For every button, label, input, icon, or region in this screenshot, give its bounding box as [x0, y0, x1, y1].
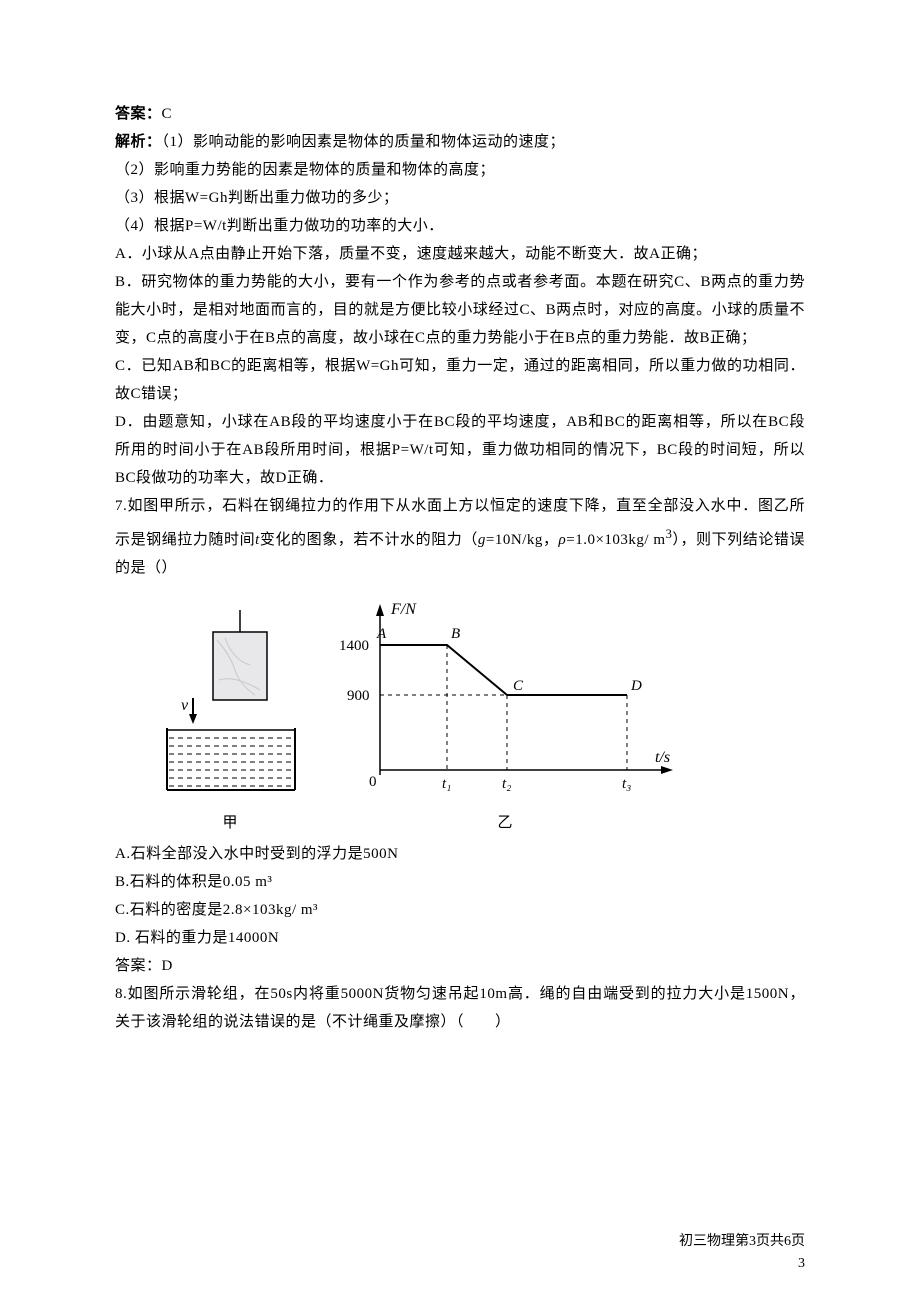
- answer-value: C: [162, 106, 173, 122]
- analysis-intro: （1）影响动能的影响因素是物体的质量和物体运动的速度；: [162, 134, 566, 150]
- figure-left: v 甲: [145, 610, 315, 832]
- point-B: B: [451, 626, 460, 642]
- analysis-line-0: 解析：（1）影响动能的影响因素是物体的质量和物体运动的速度；: [115, 128, 805, 156]
- point-A: A: [376, 626, 387, 642]
- figure-row: v 甲: [145, 600, 805, 832]
- q7-part-b: 变化的图象，若不计水的阻力（: [260, 532, 478, 548]
- point-D: D: [630, 678, 642, 694]
- question-8-text: 8.如图所示滑轮组，在50s内将重5000N货物匀速吊起10m高．绳的自由端受到…: [115, 980, 805, 1036]
- point-C: C: [513, 678, 524, 694]
- x-tick-t2: t₂: [502, 776, 511, 792]
- q7-part-c: =10N/kg，: [486, 532, 559, 548]
- question-7-text: 7.如图甲所示，石料在钢绳拉力的作用下从水面上方以恒定的速度下降，直至全部没入水…: [115, 492, 805, 582]
- q7-option: B.石料的体积是0.05 m³: [115, 868, 805, 896]
- analysis-line: D．由题意知，小球在AB段的平均速度小于在BC段的平均速度，AB和BC的距离相等…: [115, 408, 805, 492]
- x-tick-0: 0: [369, 774, 377, 790]
- chart-svg: F/N t/s 1400 900 0 t₁ t₂ t₃: [325, 600, 685, 800]
- analysis-line: （3）根据W=Gh判断出重力做功的多少；: [115, 184, 805, 212]
- y-tick-1400: 1400: [339, 638, 369, 654]
- x-tick-t3: t₃: [622, 776, 631, 792]
- q7-italic-g: g: [478, 532, 486, 548]
- analysis-label: 解析：: [115, 134, 162, 150]
- page-container: 答案：C 解析：（1）影响动能的影响因素是物体的质量和物体运动的速度； （2）影…: [0, 0, 920, 1302]
- velocity-label: v: [181, 697, 189, 714]
- footer-text: 初三物理第3页共6页: [679, 1232, 805, 1252]
- q7-answer-label: 答案：: [115, 958, 162, 974]
- analysis-line: B．研究物体的重力势能的大小，要有一个作为参考的点或者参考面。本题在研究C、B两…: [115, 268, 805, 352]
- page-number: 3: [798, 1256, 805, 1272]
- analysis-line: A．小球从A点由静止开始下落，质量不变，速度越来越大，动能不断变大．故A正确；: [115, 240, 805, 268]
- y-axis-label: F/N: [390, 601, 417, 618]
- x-axis-label: t/s: [655, 749, 670, 766]
- q7-option: D. 石料的重力是14000N: [115, 924, 805, 952]
- q7-option: A.石料全部没入水中时受到的浮力是500N: [115, 840, 805, 868]
- q7-option: C.石料的密度是2.8×103kg/ m³: [115, 896, 805, 924]
- analysis-line: （2）影响重力势能的因素是物体的质量和物体的高度；: [115, 156, 805, 184]
- q7-answer-line: 答案：D: [115, 952, 805, 980]
- fig-right-caption: 乙: [325, 811, 685, 832]
- answer-label: 答案：: [115, 106, 162, 122]
- analysis-line: （4）根据P=W/t判断出重力做功的功率的大小．: [115, 212, 805, 240]
- analysis-line: C．已知AB和BC的距离相等，根据W=Gh可知，重力一定，通过的距离相同，所以重…: [115, 352, 805, 408]
- y-tick-900: 900: [347, 688, 370, 704]
- q7-answer-value: D: [162, 958, 173, 974]
- diagram-left-svg: v: [155, 610, 305, 800]
- q7-part-d: =1.0×103kg/ m: [566, 532, 665, 548]
- answer-line: 答案：C: [115, 100, 805, 128]
- figure-right: F/N t/s 1400 900 0 t₁ t₂ t₃: [325, 600, 685, 832]
- x-tick-t1: t₁: [442, 776, 451, 792]
- fig-left-caption: 甲: [145, 811, 315, 832]
